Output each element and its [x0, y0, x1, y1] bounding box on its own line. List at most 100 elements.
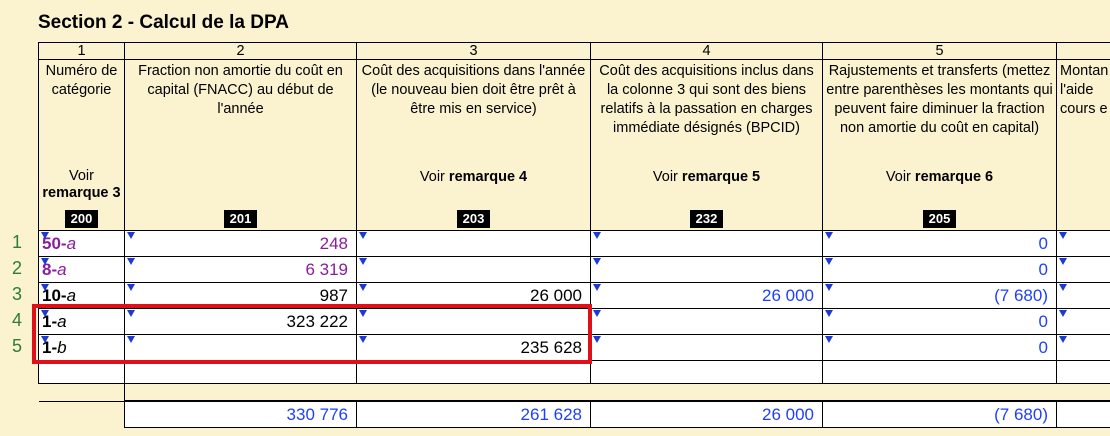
line-number: 2 [12, 258, 23, 278]
ucc-cell[interactable]: 6 319 [124, 256, 357, 283]
table-row-empty [38, 360, 1110, 384]
line-number: 4 [12, 310, 23, 330]
dropdown-marker-icon [825, 284, 833, 291]
adjustments-cell[interactable]: 0 [822, 256, 1057, 283]
col6-cell[interactable] [1056, 360, 1110, 384]
dropdown-marker-icon [359, 284, 367, 291]
see-remark-link[interactable]: remarque 4 [448, 169, 528, 185]
acquisitions-cell[interactable] [356, 360, 591, 384]
ucc-cell[interactable]: 248 [124, 230, 357, 257]
see-remark-link[interactable]: remarque 3 [42, 185, 121, 201]
adjustments-value: 0 [1038, 338, 1048, 357]
dief-cell[interactable] [590, 308, 823, 335]
adjustments-value: 0 [1038, 260, 1048, 279]
col1-code: 200 [38, 208, 125, 231]
dief-cell[interactable]: 26 000 [590, 282, 823, 309]
field-code: 203 [456, 210, 491, 228]
ucc-value: 6 319 [305, 260, 348, 279]
dropdown-marker-icon [825, 336, 833, 343]
field-code: 205 [922, 210, 957, 228]
category-cell[interactable] [38, 360, 125, 384]
dropdown-marker-icon [41, 284, 49, 291]
dropdown-marker-icon [1059, 336, 1067, 343]
category-cell[interactable]: 1-a [38, 308, 125, 335]
total-acquisitions: 261 628 [356, 400, 591, 428]
see-prefix: Voir [69, 168, 94, 184]
adjustments-cell[interactable]: 0 [822, 308, 1057, 335]
dropdown-marker-icon [127, 232, 135, 239]
category-cell[interactable]: 50-a [38, 230, 125, 257]
ucc-value: 323 222 [286, 312, 348, 331]
total-ucc: 330 776 [124, 400, 357, 428]
col5-header: Rajustements et transferts (mettez entre… [822, 59, 1057, 168]
dropdown-marker-icon [127, 258, 135, 265]
section-title: Section 2 - Calcul de la DPA [38, 12, 289, 33]
dropdown-marker-icon [359, 310, 367, 317]
dief-cell[interactable] [590, 230, 823, 257]
col4-code: 232 [590, 208, 823, 231]
dropdown-marker-icon [593, 232, 601, 239]
col3-header: Coût des acquisitions dans l'année (le n… [356, 59, 591, 168]
dropdown-marker-icon [825, 232, 833, 239]
dropdown-marker-icon [41, 232, 49, 239]
dropdown-marker-icon [593, 258, 601, 265]
line-number: 5 [12, 336, 23, 356]
col2-code: 201 [124, 208, 357, 231]
ucc-cell[interactable] [124, 360, 357, 384]
see-remark-link[interactable]: remarque 6 [914, 169, 994, 185]
adjustments-cell[interactable] [822, 360, 1057, 384]
dropdown-marker-icon [1059, 310, 1067, 317]
ucc-value: 248 [319, 234, 348, 253]
col5-code: 205 [822, 208, 1057, 231]
col6-cell[interactable] [1056, 282, 1110, 309]
dief-value: 26 000 [762, 286, 814, 305]
acquisitions-value: 235 628 [520, 338, 582, 357]
dief-cell[interactable] [590, 334, 823, 361]
col6-number [1056, 42, 1110, 60]
adjustments-cell[interactable]: 0 [822, 230, 1057, 257]
col5-number: 5 [822, 42, 1057, 60]
table-row: 8-a 6 319 0 [38, 256, 1110, 283]
adjustments-value: 0 [1038, 312, 1048, 331]
see-remark-link[interactable]: remarque 5 [681, 169, 761, 185]
col4-header: Coût des acquisitions inclus dans la col… [590, 59, 823, 168]
dief-cell[interactable] [590, 360, 823, 384]
adjustments-value: (7 680) [994, 286, 1048, 305]
highlight-box [32, 304, 592, 364]
dief-cell[interactable] [590, 256, 823, 283]
dropdown-marker-icon [127, 284, 135, 291]
ucc-cell[interactable] [124, 334, 357, 361]
table-row: 50-a 248 0 [38, 230, 1110, 257]
col1-see-note: Voir remarque 3 [38, 168, 125, 208]
table-row: 1-a 323 222 0 [38, 308, 1110, 335]
dropdown-marker-icon [41, 258, 49, 265]
dropdown-marker-icon [127, 336, 135, 343]
total-dief: 26 000 [590, 400, 823, 428]
acquisitions-cell[interactable] [356, 308, 591, 335]
acquisitions-cell[interactable] [356, 230, 591, 257]
col6-header: Montan l'aide cours e a [1056, 59, 1110, 168]
see-prefix: Voir [652, 169, 678, 185]
col6-cell[interactable] [1056, 230, 1110, 257]
col4-see-note: Voir remarque 5 [590, 168, 823, 208]
col3-see-note: Voir remarque 4 [356, 168, 591, 208]
total-adjustments: (7 680) [822, 400, 1057, 428]
col6-cell[interactable] [1056, 334, 1110, 361]
col6-code [1056, 208, 1110, 231]
total-col6 [1056, 400, 1110, 428]
adjustments-cell[interactable]: (7 680) [822, 282, 1057, 309]
category-cell[interactable]: 8-a [38, 256, 125, 283]
col6-cell[interactable] [1056, 256, 1110, 283]
ucc-value: 987 [319, 286, 348, 305]
col3-number: 3 [356, 42, 591, 60]
col6-cell[interactable] [1056, 308, 1110, 335]
dropdown-marker-icon [825, 258, 833, 265]
dropdown-marker-icon [1059, 284, 1067, 291]
dropdown-marker-icon [359, 232, 367, 239]
ucc-cell[interactable]: 323 222 [124, 308, 357, 335]
adjustments-cell[interactable]: 0 [822, 334, 1057, 361]
dropdown-marker-icon [825, 310, 833, 317]
acquisitions-cell[interactable] [356, 256, 591, 283]
see-prefix: Voir [419, 169, 445, 185]
dropdown-marker-icon [359, 258, 367, 265]
